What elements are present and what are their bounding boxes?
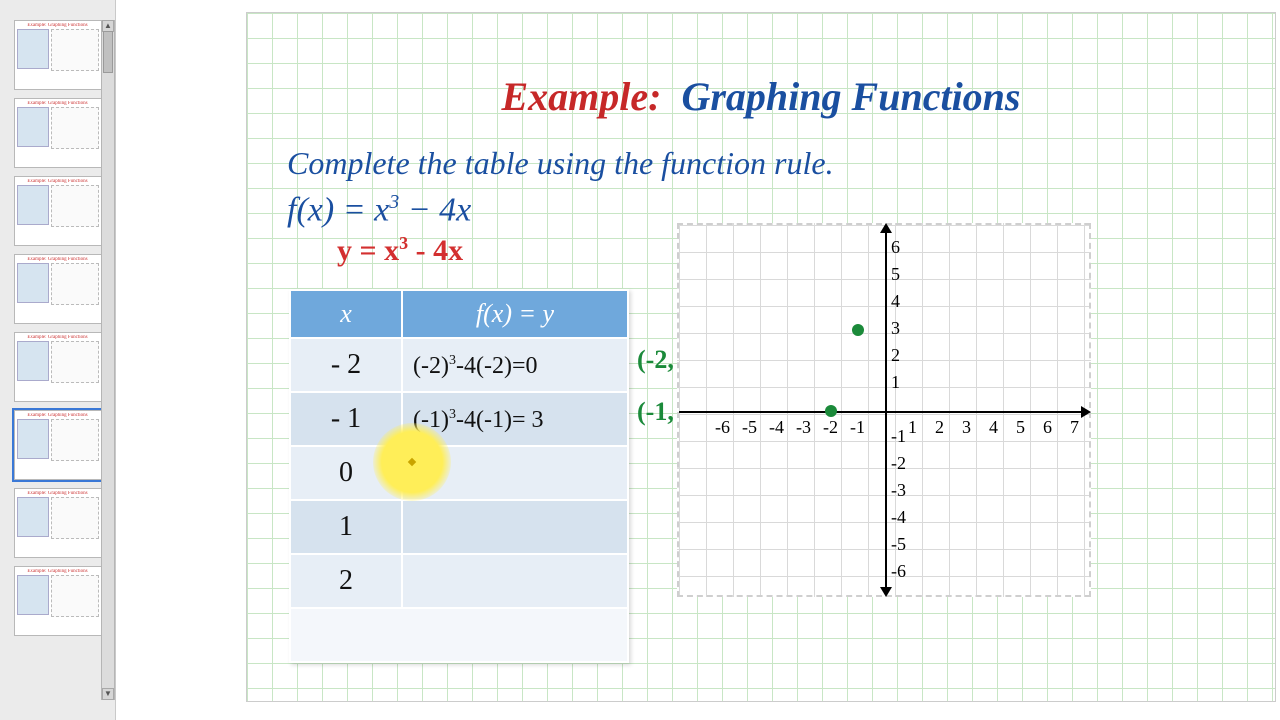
y-tick-label: 6: [891, 237, 900, 258]
scroll-thumb[interactable]: [103, 31, 113, 73]
y-tick-label: -3: [891, 480, 906, 501]
table-row: 0: [290, 446, 628, 500]
slide-thumbnail[interactable]: Example: Graphing Functions: [14, 176, 102, 246]
x-tick-label: 5: [1016, 417, 1025, 438]
x-tick-label: -6: [715, 417, 730, 438]
y-tick-label: -5: [891, 534, 906, 555]
x-cell: - 2: [290, 338, 402, 392]
x-tick-label: 7: [1070, 417, 1079, 438]
fx-cell: [402, 554, 628, 608]
plotted-point: [825, 405, 837, 417]
slide-thumbnail-panel: Example: Graphing Functions Example: Grap…: [0, 0, 116, 720]
scroll-down-icon[interactable]: ▼: [102, 688, 114, 700]
y-tick-label: 1: [891, 372, 900, 393]
x-tick-label: 4: [989, 417, 998, 438]
table-row: 2: [290, 554, 628, 608]
title-prefix: Example:: [501, 74, 661, 119]
slide-thumbnail[interactable]: Example: Graphing Functions: [14, 20, 102, 90]
y-tick-label: 5: [891, 264, 900, 285]
slide-thumbnail[interactable]: Example: Graphing Functions: [14, 410, 102, 480]
y-axis: [885, 225, 887, 595]
arrow-down-icon: [880, 587, 892, 597]
instruction-text: Complete the table using the function ru…: [287, 145, 834, 182]
y-tick-label: -6: [891, 561, 906, 582]
table-footer-blank: [290, 608, 628, 662]
table-row: 1: [290, 500, 628, 554]
coordinate-graph: 1-12-23-34-45-56-6-1-2-3-4-5-61234567: [677, 223, 1091, 597]
app-window: Example: Graphing FunctionsExample: Grap…: [0, 0, 1280, 720]
table-header-fx: f(x) = y: [402, 290, 628, 338]
y-tick-label: -4: [891, 507, 906, 528]
slide-thumbnail[interactable]: Example: Graphing Functions: [14, 488, 102, 558]
plotted-point: [852, 324, 864, 336]
x-tick-label: 2: [935, 417, 944, 438]
x-tick-label: 1: [908, 417, 917, 438]
y-tick-label: -2: [891, 453, 906, 474]
table-header-x: x: [290, 290, 402, 338]
title-main: Graphing Functions: [681, 74, 1020, 119]
table-row: - 1(-1)3-4(-1)= 3: [290, 392, 628, 446]
x-axis: [679, 411, 1089, 413]
x-cell: 1: [290, 500, 402, 554]
slide-thumbnail[interactable]: Example: Graphing Functions: [14, 332, 102, 402]
x-cell: 2: [290, 554, 402, 608]
table-row: - 2(-2)3-4(-2)=0: [290, 338, 628, 392]
fx-cell: (-2)3-4(-2)=0: [402, 338, 628, 392]
slide: Example: Graphing Functions Complete the…: [246, 12, 1276, 702]
x-tick-label: -5: [742, 417, 757, 438]
x-tick-label: -1: [850, 417, 865, 438]
x-tick-label: -4: [769, 417, 784, 438]
x-tick-label: 6: [1043, 417, 1052, 438]
x-cell: - 1: [290, 392, 402, 446]
y-tick-label: 4: [891, 291, 900, 312]
x-tick-label: 3: [962, 417, 971, 438]
slide-title: Example: Graphing Functions: [247, 73, 1275, 120]
x-cell: 0: [290, 446, 402, 500]
arrow-right-icon: [1081, 406, 1091, 418]
x-tick-label: -2: [823, 417, 838, 438]
slide-thumbnail[interactable]: Example: Graphing Functions: [14, 254, 102, 324]
y-tick-label: 3: [891, 318, 900, 339]
slide-thumbnail[interactable]: Example: Graphing Functions: [14, 566, 102, 636]
arrow-up-icon: [880, 223, 892, 233]
slide-thumbnail[interactable]: Example: Graphing Functions: [14, 98, 102, 168]
x-tick-label: -3: [796, 417, 811, 438]
y-tick-label: -1: [891, 426, 906, 447]
fx-cell: (-1)3-4(-1)= 3: [402, 392, 628, 446]
function-table: x f(x) = y - 2(-2)3-4(-2)=0- 1(-1)3-4(-1…: [289, 289, 629, 663]
slide-stage: Example: Graphing Functions Complete the…: [116, 0, 1280, 720]
thumbnail-scrollbar[interactable]: ▲ ▼: [101, 20, 115, 700]
fx-cell: [402, 446, 628, 500]
y-tick-label: 2: [891, 345, 900, 366]
fx-cell: [402, 500, 628, 554]
function-rule: f(x) = x3 − 4x: [287, 191, 471, 229]
handwritten-equation: y = x3 - 4x: [337, 233, 463, 268]
